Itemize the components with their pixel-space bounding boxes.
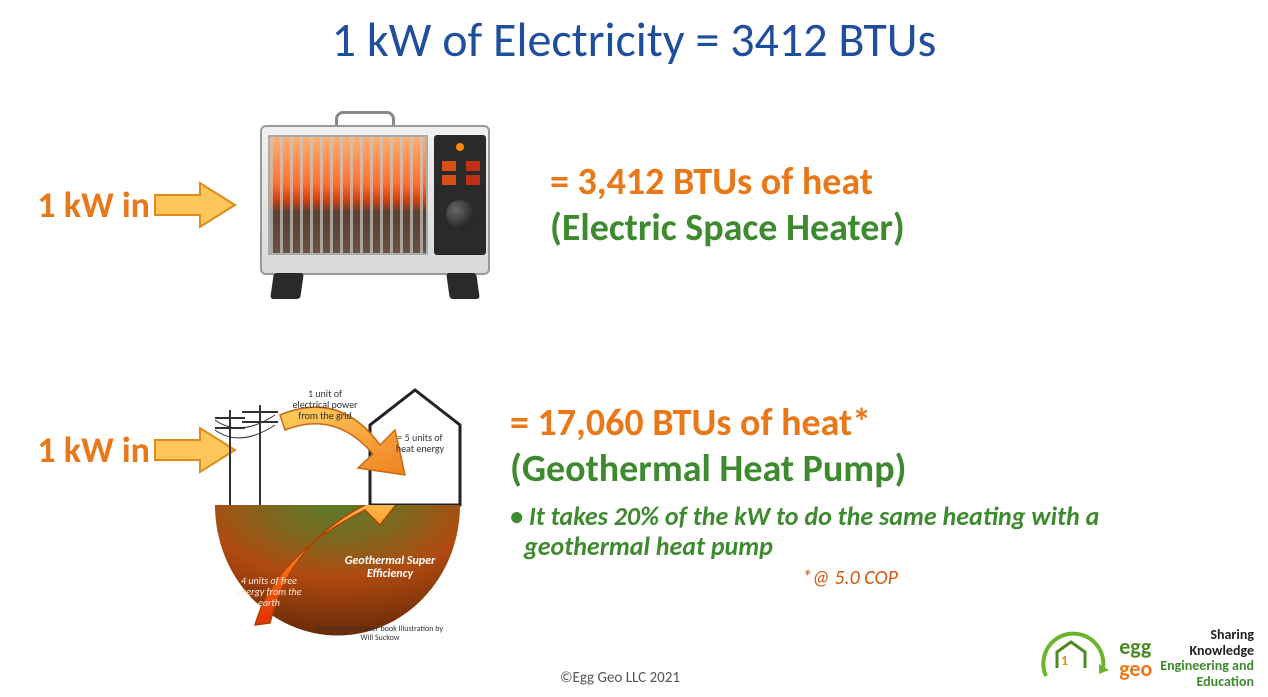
anno-heat-units: = 5 units of heat energy (390, 432, 450, 454)
efficiency-bullet: • It takes 20% of the kW to do the same … (510, 502, 1190, 562)
input-label-2: 1 kW in (10, 428, 150, 472)
cop-footnote: *@ 5.0 COP (510, 566, 1190, 590)
logo-brand-bottom: geo (1119, 658, 1152, 680)
result-block-1: = 3,412 BTUs of heat (Electric Space Hea… (550, 159, 905, 251)
svg-text:1: 1 (1061, 652, 1068, 669)
result-name-1: (Electric Space Heater) (550, 205, 905, 251)
slide-title: 1 kW of Electricity = 3412 BTUs (0, 10, 1268, 69)
result-name-2: (Geothermal Heat Pump) (510, 446, 1190, 492)
row-space-heater: 1 kW in = 3,412 BTUs of heat (Electric S… (10, 105, 905, 305)
space-heater-illustration (240, 105, 510, 305)
result-value-2: = 17,060 BTUs of heat* (510, 400, 1190, 446)
input-label-1: 1 kW in (10, 183, 150, 227)
result-value-1: = 3,412 BTUs of heat (550, 159, 905, 205)
anno-source: Source: Geo Power book Illustration by W… (315, 625, 445, 643)
result-block-2: = 17,060 BTUs of heat* (Geothermal Heat … (510, 400, 1190, 590)
company-logo: 1 egg geo Sharing Knowledge Engineering … (1041, 627, 1254, 689)
logo-tagline: Sharing Knowledge Engineering and Educat… (1160, 627, 1254, 689)
anno-earth-units: 4 units of free energy from the earth (234, 575, 304, 608)
anno-efficiency: Geothermal Super Efficiency (340, 555, 440, 581)
anno-grid-unit: 1 unit of electrical power from the grid (290, 388, 360, 421)
row-geothermal: 1 kW in (10, 370, 1190, 650)
input-arrow-1 (150, 175, 240, 235)
egg-geo-logo-icon: 1 (1041, 628, 1111, 688)
geothermal-diagram: 1 unit of electrical power from the grid… (180, 370, 490, 650)
copyright-text: ©Egg Geo LLC 2021 (560, 669, 680, 687)
